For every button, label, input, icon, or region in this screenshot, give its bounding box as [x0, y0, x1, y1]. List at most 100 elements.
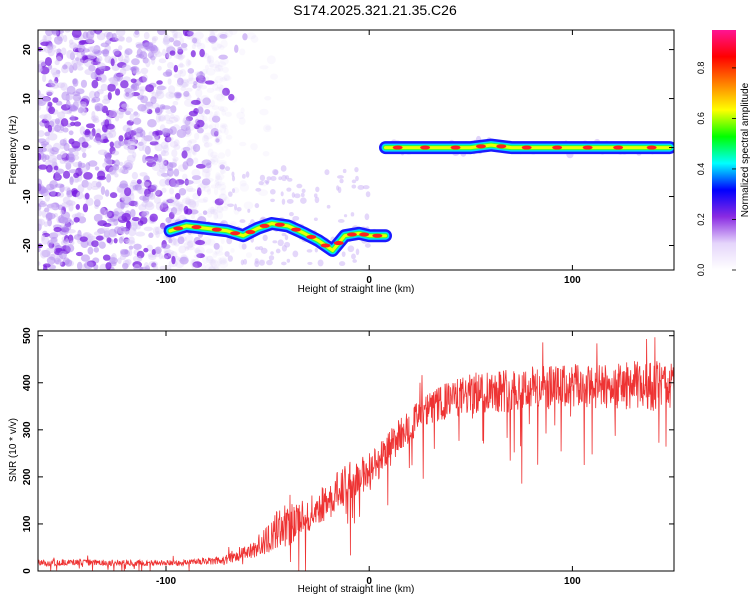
noise-speckle — [208, 265, 215, 270]
noise-speckle — [197, 80, 203, 89]
noise-speckle — [197, 106, 204, 115]
noise-speckle — [93, 246, 100, 253]
noise-speckle — [172, 124, 181, 132]
noise-speckle — [132, 261, 143, 269]
colorbar-tick-label: 0.0 — [696, 264, 706, 277]
noise-speckle — [219, 124, 227, 134]
noise-speckle — [156, 85, 166, 91]
noise-speckle — [66, 199, 73, 206]
noise-speckle — [192, 157, 199, 164]
noise-speckle — [170, 30, 176, 34]
noise-speckle — [194, 71, 201, 76]
noise-speckle — [154, 226, 164, 235]
noise-speckle — [116, 108, 126, 115]
noise-speckle — [210, 151, 218, 158]
noise-speckle — [38, 138, 47, 144]
noise-speckle — [72, 178, 79, 183]
noise-speckle — [140, 67, 149, 75]
noise-speckle — [100, 83, 109, 92]
noise-speckle — [57, 111, 66, 119]
noise-speckle — [208, 59, 215, 68]
noise-speckle — [313, 193, 318, 198]
noise-speckle — [75, 60, 82, 67]
noise-speckle — [70, 115, 75, 122]
noise-speckle — [41, 234, 46, 241]
noise-speckle — [352, 259, 357, 263]
noise-speckle — [191, 178, 201, 184]
noise-speckle — [246, 32, 257, 40]
noise-speckle — [165, 264, 172, 270]
colorbar-tick-label: 0.2 — [696, 213, 706, 226]
noise-speckle — [196, 70, 201, 78]
noise-speckle — [214, 214, 219, 219]
noise-speckle — [177, 77, 184, 86]
noise-speckle — [47, 101, 53, 107]
noise-speckle — [250, 143, 258, 151]
noise-speckle — [206, 255, 214, 262]
noise-speckle — [71, 30, 82, 38]
noise-speckle — [132, 70, 141, 75]
noise-speckle — [124, 55, 130, 64]
ridge-peak — [259, 223, 270, 228]
noise-speckle — [268, 255, 275, 261]
noise-speckle — [166, 44, 174, 51]
noise-speckle — [79, 236, 88, 242]
noise-speckle — [185, 196, 191, 206]
noise-speckle — [182, 146, 191, 152]
noise-speckle — [364, 243, 371, 248]
noise-speckle — [169, 50, 176, 56]
noise-speckle — [220, 187, 226, 196]
noise-speckle — [143, 247, 149, 253]
noise-speckle — [40, 66, 50, 75]
noise-speckle — [183, 90, 190, 97]
noise-speckle — [219, 164, 225, 170]
ridge-peak — [582, 145, 593, 150]
noise-speckle — [270, 73, 278, 80]
snr-y-tick-label: 400 — [22, 374, 33, 391]
noise-speckle — [168, 92, 178, 98]
noise-speckle — [140, 181, 151, 187]
noise-speckle — [161, 150, 170, 157]
noise-speckle — [195, 240, 206, 246]
noise-speckle — [68, 130, 74, 136]
colorbar-tick-label: 0.8 — [696, 62, 706, 75]
noise-speckle — [105, 262, 112, 270]
noise-speckle — [89, 131, 94, 140]
ridge-peak — [333, 241, 344, 246]
noise-speckle — [243, 258, 248, 265]
noise-speckle — [227, 203, 235, 208]
noise-speckle — [216, 183, 227, 191]
noise-speckle — [223, 196, 230, 206]
noise-speckle — [258, 181, 264, 186]
noise-speckle — [162, 161, 168, 170]
noise-speckle — [93, 199, 101, 207]
noise-speckle — [202, 210, 208, 216]
noise-speckle — [186, 127, 192, 134]
noise-speckle — [151, 157, 160, 163]
noise-speckle — [180, 43, 188, 49]
noise-speckle — [196, 127, 204, 134]
noise-speckle — [159, 178, 168, 187]
noise-speckle — [153, 188, 161, 196]
noise-speckle — [102, 222, 112, 227]
noise-speckle — [354, 166, 359, 173]
noise-speckle — [317, 259, 324, 267]
noise-speckle — [254, 258, 259, 264]
noise-speckle — [180, 86, 187, 92]
noise-speckle — [38, 152, 42, 161]
noise-speckle — [210, 258, 218, 267]
noise-speckle — [58, 216, 69, 224]
noise-speckle — [66, 244, 75, 253]
noise-speckle — [108, 257, 118, 265]
ridge-peak — [496, 144, 507, 149]
noise-speckle — [158, 85, 168, 90]
noise-speckle — [195, 163, 206, 169]
noise-speckle — [77, 66, 84, 71]
noise-speckle — [200, 95, 210, 103]
noise-speckle — [221, 258, 226, 264]
noise-speckle — [156, 169, 166, 177]
spectrogram-y-tick-label: 0 — [22, 144, 33, 150]
noise-speckle — [91, 185, 99, 190]
noise-speckle — [188, 72, 194, 82]
noise-speckle — [184, 246, 190, 251]
